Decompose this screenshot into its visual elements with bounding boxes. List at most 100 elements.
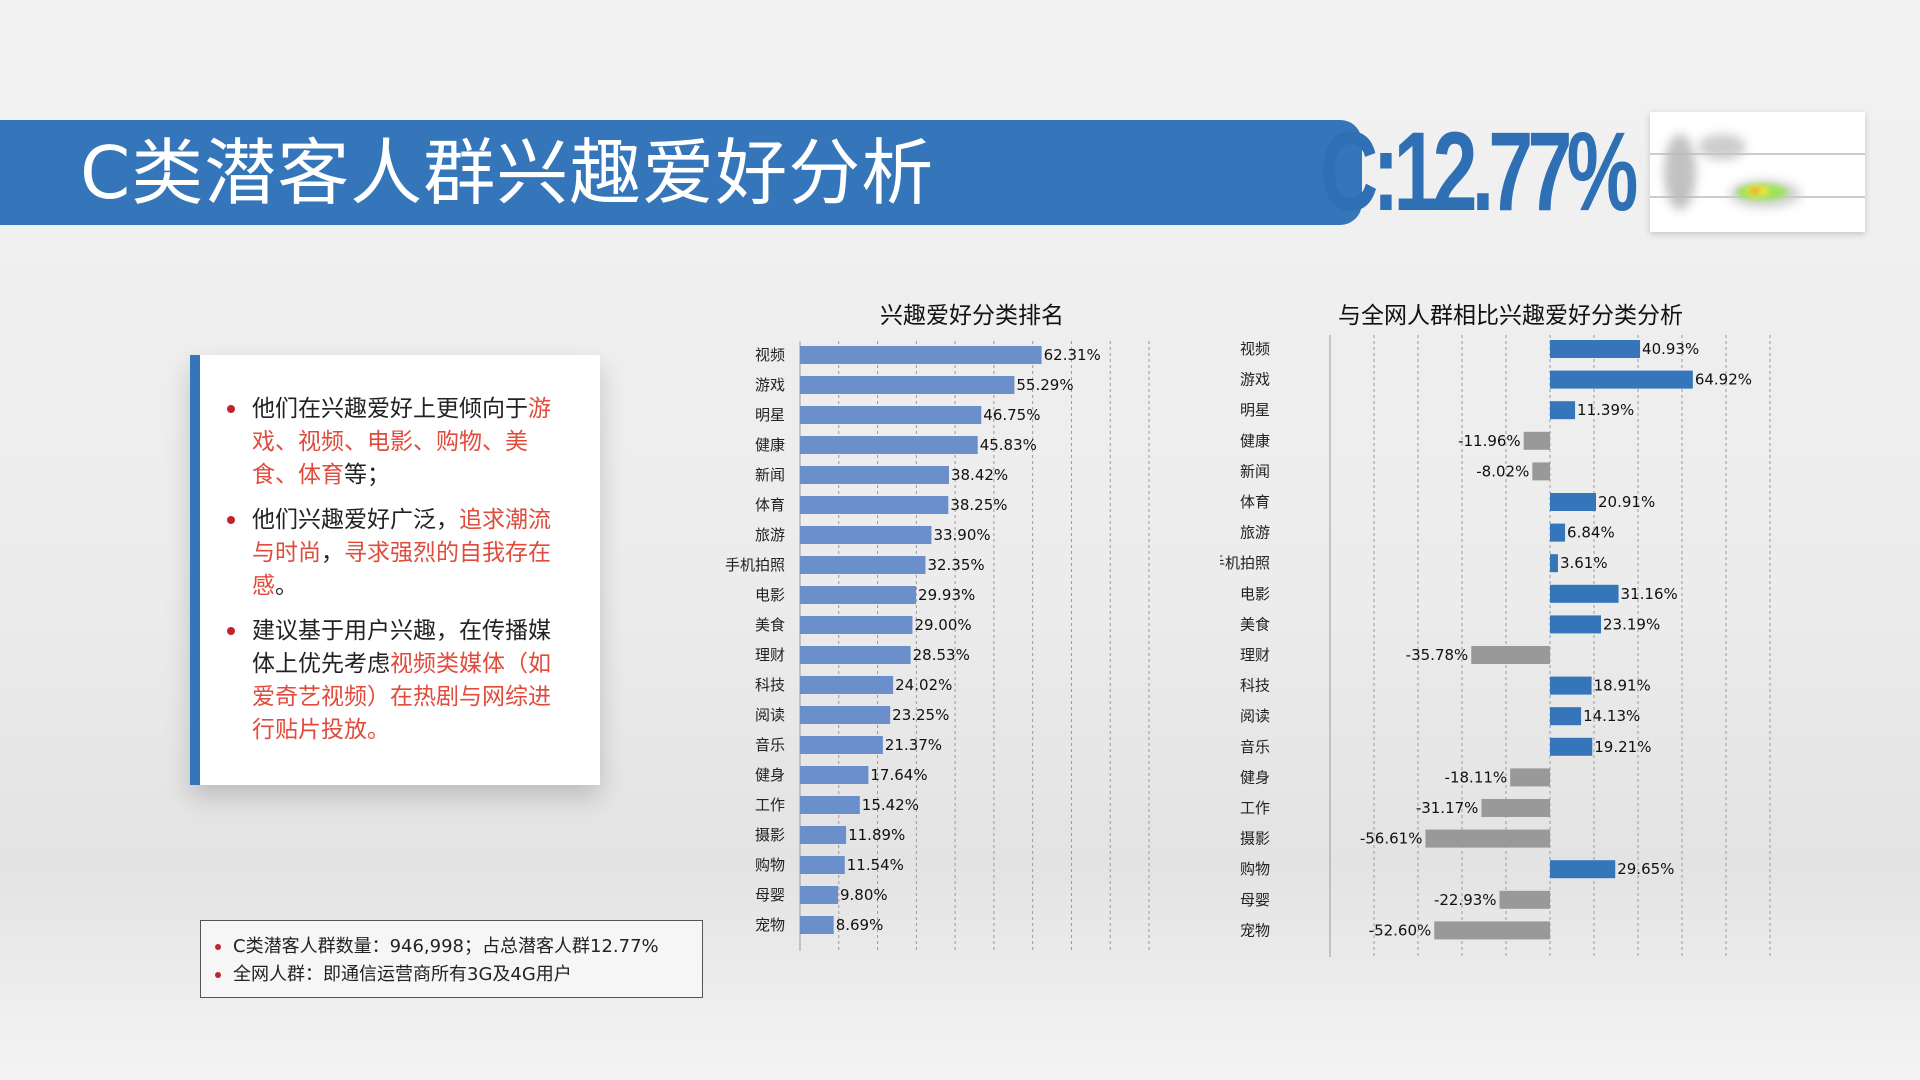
data-label: 17.64%: [870, 766, 927, 784]
bar: [1550, 370, 1693, 389]
insight-text-segment: 视频类媒体（如爱奇艺视频）在热剧与网综进行贴片投放。: [252, 651, 551, 743]
bar: [800, 586, 917, 604]
data-label: 33.90%: [933, 526, 990, 544]
insight-text-segment: 。: [275, 573, 298, 599]
category-label: 阅读: [1240, 707, 1270, 725]
insight-item: 他们兴趣爱好广泛，追求潮流与时尚，寻求强烈的自我存在感。: [227, 504, 560, 603]
insight-text-segment: 他们在兴趣爱好上更倾向于: [252, 396, 528, 422]
category-label: 旅游: [755, 526, 785, 544]
data-label: 20.91%: [1598, 493, 1655, 511]
data-label: 19.21%: [1594, 738, 1651, 756]
insight-text-segment: 追求潮流与时尚: [252, 507, 551, 566]
insight-text-segment: 等；: [344, 462, 390, 488]
bar: [1550, 676, 1592, 695]
insight-text-segment: 寻求强烈的自我存在感: [252, 540, 551, 599]
data-label: -31.17%: [1416, 799, 1479, 817]
category-label: 购物: [1240, 860, 1270, 878]
category-label: 摄影: [755, 826, 785, 844]
category-label: 视频: [1240, 340, 1270, 358]
bar: [1425, 829, 1550, 848]
data-label: 23.19%: [1603, 615, 1660, 633]
category-label: 健康: [1240, 432, 1270, 450]
data-label: 23.25%: [892, 706, 949, 724]
bar: [800, 646, 911, 664]
data-label: 45.83%: [980, 436, 1037, 454]
chart2-title: 与全网人群相比兴趣爱好分类分析: [1338, 303, 1683, 329]
bar: [1550, 340, 1641, 358]
insight-item: 建议基于用户兴趣，在传播媒体上优先考虑视频类媒体（如爱奇艺视频）在热剧与网综进行…: [227, 615, 560, 747]
data-label: 24.02%: [895, 676, 952, 694]
data-label: 46.75%: [983, 406, 1040, 424]
category-label: 电影: [1240, 585, 1270, 603]
data-label: 6.84%: [1567, 524, 1615, 542]
category-label: 手机拍照: [1220, 554, 1270, 572]
data-label: 11.54%: [847, 856, 904, 874]
data-label: -56.61%: [1360, 830, 1423, 848]
category-label: 摄影: [1240, 830, 1270, 848]
data-label: 55.29%: [1016, 376, 1073, 394]
bullet-dot: [227, 627, 235, 635]
bullet-dot: [227, 405, 235, 413]
insight-text-segment: 游戏、视频、电影、购物、美食、体育: [252, 396, 551, 488]
category-label: 旅游: [1240, 524, 1270, 542]
bar: [800, 916, 834, 934]
category-label: 理财: [1240, 646, 1270, 664]
category-label: 音乐: [755, 736, 785, 754]
insights-list: 他们在兴趣爱好上更倾向于游戏、视频、电影、购物、美食、体育等； 他们兴趣爱好广泛，…: [200, 355, 600, 747]
category-label: 科技: [1240, 677, 1270, 695]
bar: [800, 556, 926, 574]
data-label: -18.11%: [1445, 768, 1508, 786]
data-label: 29.00%: [914, 616, 971, 634]
data-label: 40.93%: [1642, 340, 1699, 358]
bar: [800, 796, 860, 814]
data-label: -52.60%: [1369, 921, 1432, 939]
category-label: 健身: [1240, 768, 1270, 786]
data-label: -8.02%: [1476, 462, 1529, 480]
bar: [1550, 615, 1602, 634]
category-label: 美食: [1240, 615, 1270, 633]
category-label: 工作: [1240, 799, 1270, 817]
category-label: 新闻: [755, 466, 785, 484]
category-label: 宠物: [1240, 921, 1270, 939]
category-label: 健康: [755, 436, 785, 454]
data-label: 18.91%: [1594, 677, 1651, 695]
category-label: 科技: [755, 676, 785, 694]
data-label: 29.93%: [918, 586, 975, 604]
data-label: 64.92%: [1695, 371, 1752, 389]
segment-share-stat: C:12.77%: [1320, 109, 1638, 234]
bar: [800, 376, 1015, 394]
category-label: 音乐: [1240, 738, 1270, 756]
category-label: 阅读: [755, 706, 785, 724]
bar: [800, 736, 883, 754]
insight-item: 他们在兴趣爱好上更倾向于游戏、视频、电影、购物、美食、体育等；: [227, 393, 560, 492]
heatmap-thumbnail: [1650, 112, 1865, 232]
category-label: 理财: [755, 646, 785, 664]
bar: [800, 436, 978, 454]
data-label: 28.53%: [913, 646, 970, 664]
data-label: -11.96%: [1458, 432, 1521, 450]
category-label: 美食: [755, 616, 785, 634]
data-label: 32.35%: [927, 556, 984, 574]
category-label: 体育: [755, 496, 785, 514]
bar: [1550, 523, 1566, 542]
bar: [1550, 860, 1616, 879]
data-label: 31.16%: [1621, 585, 1678, 603]
insight-text-segment: ，: [321, 540, 344, 566]
bar: [800, 406, 982, 424]
bar: [1550, 707, 1582, 726]
data-label: 8.69%: [836, 916, 884, 934]
category-label: 手机拍照: [725, 556, 785, 574]
note-text: C类潜客人群数量：946,998；占总潜客人群12.77%: [233, 936, 659, 957]
bullet-dot: [215, 944, 221, 950]
title-banner: [0, 120, 1362, 225]
data-label: 29.65%: [1617, 860, 1674, 878]
bar: [800, 466, 949, 484]
data-label: -22.93%: [1434, 891, 1497, 909]
category-label: 明星: [755, 406, 785, 424]
category-label: 明星: [1240, 401, 1270, 419]
data-label: 11.39%: [1577, 401, 1634, 419]
bar: [800, 496, 949, 514]
page-title: C类潜客人群兴趣爱好分析: [80, 131, 935, 215]
bar: [1532, 462, 1550, 481]
bullet-dot: [227, 516, 235, 524]
